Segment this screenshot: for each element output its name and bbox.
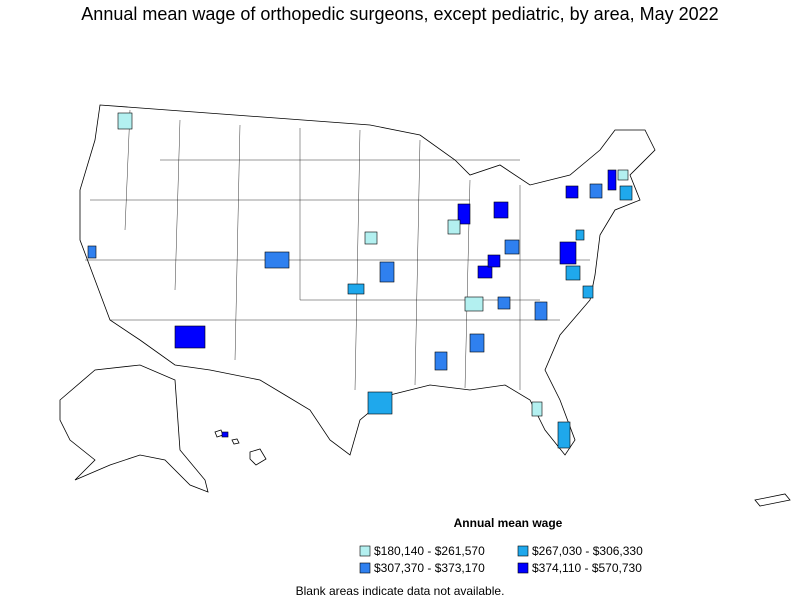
map-title: Annual mean wage of orthopedic surgeons,… — [81, 4, 718, 24]
legend-swatch — [517, 545, 529, 557]
legend-label: $307,370 - $373,170 — [374, 561, 485, 575]
map-region — [582, 285, 594, 299]
map — [59, 104, 791, 507]
map-region — [464, 296, 484, 312]
map-region — [504, 239, 520, 255]
map-region — [607, 169, 617, 191]
map-region — [493, 201, 509, 219]
map-region — [617, 169, 629, 181]
map-region — [364, 231, 378, 245]
map-region — [565, 265, 581, 281]
legend-label: $374,110 - $570,730 — [532, 561, 642, 575]
map-region — [557, 421, 571, 449]
map-region — [457, 203, 471, 225]
map-region — [487, 254, 501, 268]
map-region — [469, 333, 485, 353]
map-region — [87, 245, 97, 259]
legend-swatch — [517, 562, 529, 574]
legend-label: $180,140 - $261,570 — [374, 544, 485, 558]
map-region — [221, 431, 229, 438]
map-region — [531, 401, 543, 417]
map-region — [264, 251, 290, 269]
footnote: Blank areas indicate data not available. — [296, 584, 505, 598]
map-region — [117, 112, 133, 130]
map-region — [174, 325, 206, 349]
map-region — [589, 183, 603, 199]
map-region — [477, 265, 493, 279]
map-region — [575, 229, 585, 241]
map-region — [559, 241, 577, 265]
map-region — [447, 219, 461, 235]
map-region — [347, 283, 365, 295]
legend-swatch — [359, 545, 371, 557]
map-region — [434, 351, 448, 371]
map-region — [565, 185, 579, 199]
map-region — [619, 185, 633, 201]
legend: Annual mean wage $180,140 - $261,570 $26… — [359, 516, 643, 575]
map-region — [497, 296, 511, 310]
map-region — [379, 261, 395, 283]
map-region — [534, 301, 548, 321]
legend-label: $267,030 - $306,330 — [532, 544, 643, 558]
map-region — [367, 391, 393, 415]
legend-title: Annual mean wage — [454, 516, 563, 530]
legend-swatch — [359, 562, 371, 574]
alaska — [59, 364, 209, 493]
puerto-rico — [754, 493, 791, 507]
area-borders — [85, 109, 590, 391]
